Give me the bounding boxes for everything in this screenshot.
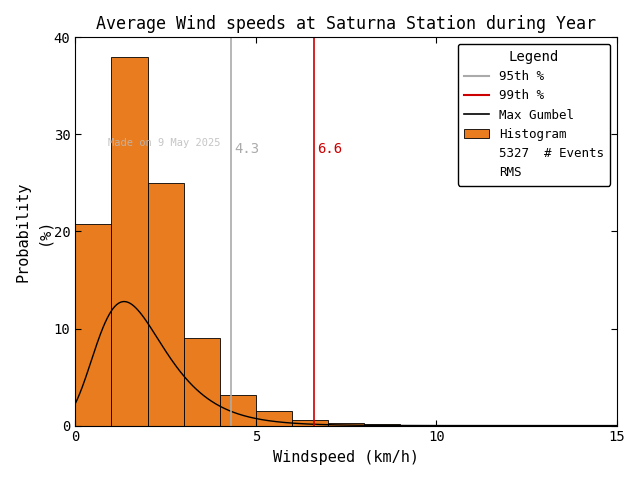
Bar [220,395,256,426]
Text: Made on 9 May 2025: Made on 9 May 2025 [108,138,220,148]
Legend: 95th %, 99th %, Max Gumbel, Histogram, 5327  # Events, RMS: 95th %, 99th %, Max Gumbel, Histogram, 5… [458,44,611,186]
Y-axis label: Probability
(%): Probability (%) [15,181,51,282]
Title: Average Wind speeds at Saturna Station during Year: Average Wind speeds at Saturna Station d… [96,15,596,33]
Bar [292,420,328,426]
Bar [148,183,184,426]
Bar [364,424,400,426]
Bar [184,338,220,426]
X-axis label: Windspeed (km/h): Windspeed (km/h) [273,450,419,465]
Bar [328,423,364,426]
Bar [76,224,111,426]
Bar [256,411,292,426]
Bar [400,425,436,426]
Text: 6.6: 6.6 [317,142,342,156]
Bar [111,57,148,426]
Text: 4.3: 4.3 [234,142,259,156]
Bar [436,425,472,426]
